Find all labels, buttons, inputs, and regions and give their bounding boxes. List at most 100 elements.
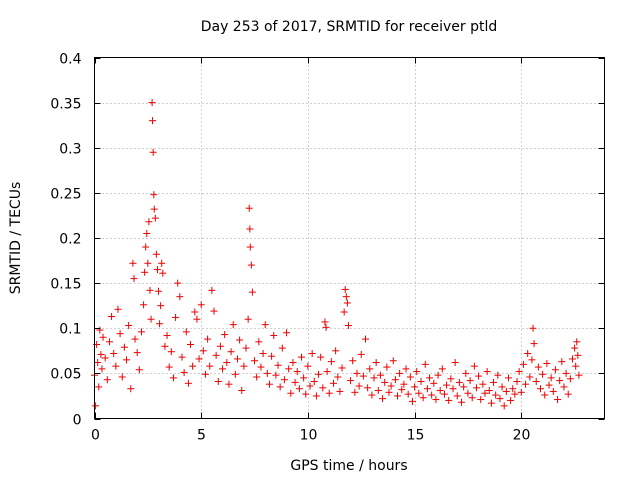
data-point: [248, 288, 256, 296]
data-point: [156, 320, 164, 328]
data-point: [135, 366, 143, 374]
data-point: [336, 387, 344, 395]
data-point: [517, 388, 525, 396]
data-point: [539, 370, 547, 378]
data-point: [227, 348, 235, 356]
data-point: [379, 395, 387, 403]
data-point: [184, 379, 192, 387]
data-point: [293, 368, 301, 376]
data-point: [321, 318, 329, 326]
data-point: [502, 387, 510, 395]
data-points: [91, 99, 583, 410]
data-point: [244, 315, 252, 323]
data-point: [568, 355, 576, 363]
data-point: [485, 387, 493, 395]
data-point: [430, 379, 438, 387]
data-point: [229, 321, 237, 329]
data-point: [108, 313, 116, 321]
data-point: [481, 389, 489, 397]
data-point: [470, 362, 478, 370]
y-tick-label: 0.2: [59, 232, 81, 248]
data-point: [261, 321, 269, 329]
data-point: [289, 359, 297, 367]
data-point: [343, 299, 351, 307]
data-point: [125, 322, 133, 330]
x-tick-labels: 0 5 10 15 20: [91, 428, 530, 444]
data-point: [490, 378, 498, 386]
data-point: [152, 250, 160, 258]
data-point: [159, 269, 167, 277]
data-point: [466, 377, 474, 385]
data-point: [144, 259, 152, 267]
data-point: [176, 293, 184, 301]
data-point: [143, 229, 151, 237]
data-point: [246, 243, 254, 251]
data-point: [199, 347, 207, 355]
data-point: [479, 380, 487, 388]
data-point: [391, 376, 399, 384]
data-point: [310, 377, 318, 385]
x-tick-label: 15: [407, 428, 425, 444]
data-point: [376, 371, 384, 379]
data-point: [242, 344, 250, 352]
data-point: [513, 377, 521, 385]
data-point: [325, 389, 333, 397]
data-point: [509, 385, 517, 393]
data-point: [426, 374, 434, 382]
data-point: [419, 394, 427, 402]
data-point: [511, 390, 519, 398]
data-point: [150, 191, 158, 199]
data-point: [349, 357, 357, 365]
data-point: [295, 385, 303, 393]
data-point: [163, 331, 171, 339]
data-point: [238, 387, 246, 395]
data-point: [317, 353, 325, 361]
data-point: [458, 398, 466, 406]
data-point: [413, 368, 421, 376]
data-point: [98, 365, 106, 373]
data-point: [524, 350, 532, 358]
data-point: [341, 285, 349, 293]
data-point: [536, 385, 544, 393]
data-point: [571, 344, 579, 352]
data-point: [438, 365, 446, 373]
data-point: [573, 338, 581, 346]
data-point: [449, 385, 457, 393]
data-point: [549, 387, 557, 395]
data-point: [216, 342, 224, 350]
data-point: [562, 369, 570, 377]
data-point: [492, 391, 500, 399]
data-point: [334, 373, 342, 381]
data-point: [332, 347, 340, 355]
data-point: [496, 395, 504, 403]
data-point: [359, 372, 367, 380]
data-point: [411, 383, 419, 391]
data-point: [149, 117, 157, 125]
data-point: [161, 342, 169, 350]
data-point: [487, 399, 495, 407]
data-point: [381, 378, 389, 386]
data-point: [351, 388, 359, 396]
data-point: [453, 392, 461, 400]
data-point: [158, 259, 166, 267]
data-point: [564, 390, 572, 398]
data-point: [436, 387, 444, 395]
data-point: [323, 368, 331, 376]
data-point: [165, 363, 173, 371]
data-point: [151, 214, 159, 222]
data-point: [368, 391, 376, 399]
data-point: [150, 205, 158, 213]
y-tick-label: 0.15: [50, 277, 81, 293]
data-point: [340, 308, 348, 316]
grid-lines: [94, 57, 605, 419]
y-tick-label: 0.1: [59, 322, 81, 338]
data-point: [197, 301, 205, 309]
x-axis-label: GPS time / hours: [290, 458, 407, 474]
data-point: [526, 373, 534, 381]
data-point: [394, 392, 402, 400]
data-point: [253, 373, 261, 381]
data-point: [428, 391, 436, 399]
data-point: [259, 350, 267, 358]
data-point: [528, 356, 536, 364]
